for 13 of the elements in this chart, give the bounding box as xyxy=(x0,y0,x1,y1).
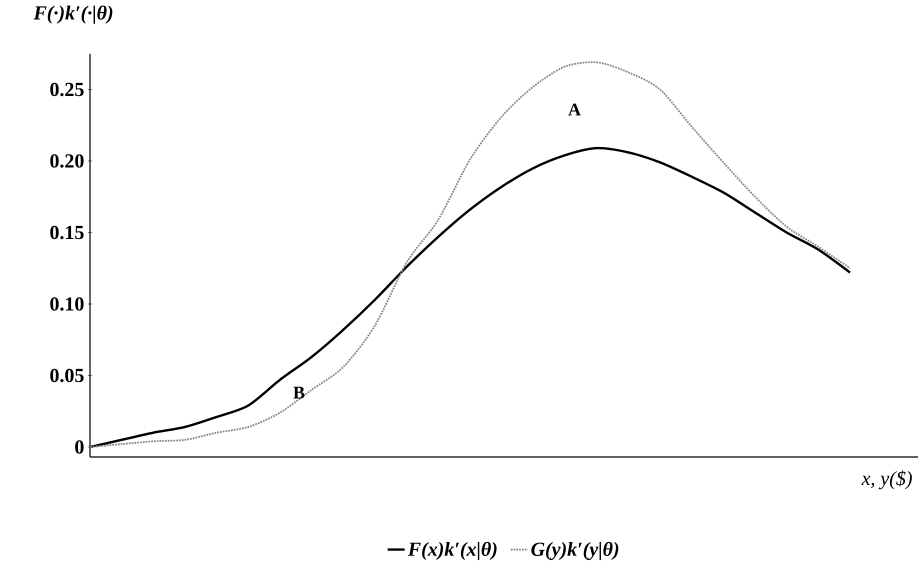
line-series xyxy=(89,61,851,448)
y-tick-label: 0 xyxy=(75,440,84,454)
y-tick-label: 0.10 xyxy=(50,297,84,311)
annotation: A xyxy=(568,104,581,116)
annotation: B xyxy=(293,386,304,399)
y-axis-title: F(·)k′(·|θ) xyxy=(34,6,112,24)
legend-label: G(y)k′(y|θ) xyxy=(531,542,618,560)
x-axis-title: x, y($) xyxy=(861,470,912,490)
legend-label: F(x)k′(x|θ) xyxy=(408,542,497,560)
y-tick-label: 0.20 xyxy=(50,154,84,168)
y-tick-label: 0.15 xyxy=(50,226,84,240)
y-tick-label: 0.05 xyxy=(50,368,84,382)
y-tick-label: 0.25 xyxy=(50,82,84,96)
